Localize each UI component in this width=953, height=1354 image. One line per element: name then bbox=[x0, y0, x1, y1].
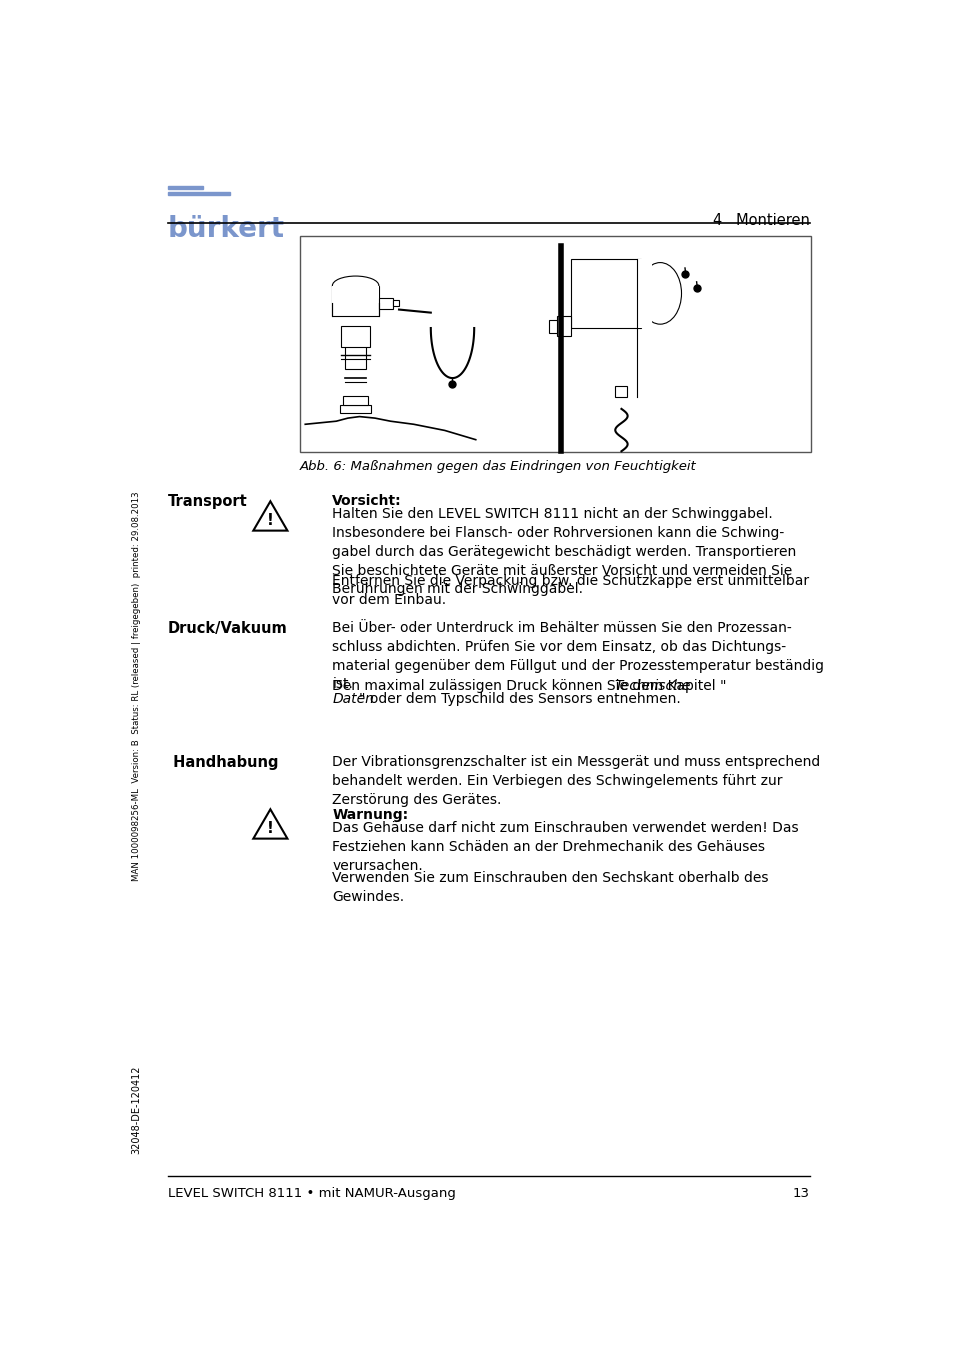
Text: Druck/Vakuum: Druck/Vakuum bbox=[168, 620, 288, 635]
Text: Handhabung: Handhabung bbox=[168, 756, 278, 770]
Text: Der Vibrationsgrenzschalter ist ein Messgerät und muss entsprechend
behandelt we: Der Vibrationsgrenzschalter ist ein Mess… bbox=[332, 756, 820, 807]
Bar bbox=[343, 395, 368, 405]
Text: 32048-DE-120412: 32048-DE-120412 bbox=[132, 1066, 141, 1154]
Text: MAN 1000098256-ML  Version: B  Status: RL (released | freigegeben)  printed: 29.: MAN 1000098256-ML Version: B Status: RL … bbox=[132, 492, 141, 881]
Text: Daten: Daten bbox=[332, 692, 374, 707]
Text: Bei Über- oder Unterdruck im Behälter müssen Sie den Prozessan-
schluss abdichte: Bei Über- oder Unterdruck im Behälter mü… bbox=[332, 620, 823, 692]
Bar bbox=[340, 405, 371, 413]
Text: Das Gehäuse darf nicht zum Einschrauben verwendet werden! Das
Festziehen kann Sc: Das Gehäuse darf nicht zum Einschrauben … bbox=[332, 821, 799, 873]
Text: Abb. 6: Maßnahmen gegen das Eindringen von Feuchtigkeit: Abb. 6: Maßnahmen gegen das Eindringen v… bbox=[299, 460, 696, 474]
Text: bürkert: bürkert bbox=[168, 215, 285, 242]
Bar bbox=[571, 259, 640, 328]
Ellipse shape bbox=[332, 276, 378, 295]
Text: !: ! bbox=[267, 513, 274, 528]
Text: 13: 13 bbox=[792, 1186, 809, 1200]
Bar bbox=[549, 320, 557, 333]
Bar bbox=[557, 317, 571, 336]
Polygon shape bbox=[253, 810, 287, 838]
Text: Warnung:: Warnung: bbox=[332, 808, 408, 822]
Bar bbox=[340, 326, 370, 347]
Bar bbox=[344, 333, 366, 368]
Bar bbox=[299, 237, 810, 452]
Text: Verwenden Sie zum Einschrauben den Sechskant oberhalb des
Gewindes.: Verwenden Sie zum Einschrauben den Sechs… bbox=[332, 871, 768, 904]
Bar bbox=[168, 192, 230, 195]
Bar bbox=[637, 259, 652, 328]
Text: 4   Montieren: 4 Montieren bbox=[712, 213, 809, 227]
Bar bbox=[168, 187, 203, 190]
Bar bbox=[332, 286, 378, 303]
Text: " oder dem Typschild des Sensors entnehmen.: " oder dem Typschild des Sensors entnehm… bbox=[358, 692, 679, 707]
Text: Transport: Transport bbox=[168, 494, 248, 509]
Text: Technische: Technische bbox=[614, 680, 690, 693]
Polygon shape bbox=[253, 501, 287, 531]
Text: Vorsicht:: Vorsicht: bbox=[332, 494, 401, 508]
Bar bbox=[615, 386, 626, 397]
Bar bbox=[393, 301, 398, 306]
Ellipse shape bbox=[639, 263, 680, 324]
Bar bbox=[378, 298, 393, 309]
Text: LEVEL SWITCH 8111 • mit NAMUR-Ausgang: LEVEL SWITCH 8111 • mit NAMUR-Ausgang bbox=[168, 1186, 456, 1200]
Text: Halten Sie den LEVEL SWITCH 8111 nicht an der Schwinggabel.
Insbesondere bei Fla: Halten Sie den LEVEL SWITCH 8111 nicht a… bbox=[332, 506, 796, 597]
Text: Entfernen Sie die Verpackung bzw. die Schutzkappe erst unmittelbar
vor dem Einba: Entfernen Sie die Verpackung bzw. die Sc… bbox=[332, 574, 809, 608]
Text: !: ! bbox=[267, 821, 274, 835]
Text: Den maximal zulässigen Druck können Sie dem Kapitel ": Den maximal zulässigen Druck können Sie … bbox=[332, 680, 726, 693]
Bar bbox=[332, 286, 378, 317]
